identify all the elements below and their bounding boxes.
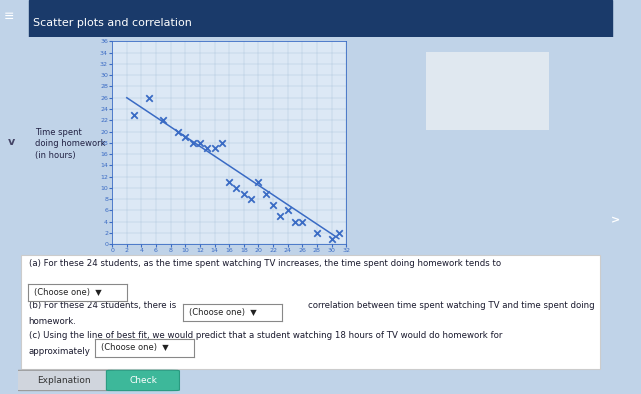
Text: correlation between time spent watching TV and time spent doing: correlation between time spent watching … <box>308 301 595 310</box>
Point <box>275 213 285 219</box>
Point <box>180 134 190 140</box>
Text: ≡: ≡ <box>4 10 14 23</box>
Point <box>238 190 249 197</box>
Text: (c) Using the line of best fit, we would predict that a student watching 18 hour: (c) Using the line of best fit, we would… <box>28 331 502 340</box>
Text: v: v <box>7 137 15 147</box>
Text: homework.: homework. <box>28 317 76 326</box>
Text: approximately: approximately <box>28 347 90 356</box>
FancyBboxPatch shape <box>14 370 114 390</box>
Point <box>173 128 183 135</box>
Point <box>290 219 300 225</box>
Point <box>224 179 235 186</box>
Point <box>195 140 205 146</box>
Point <box>283 207 293 214</box>
Point <box>144 95 154 101</box>
FancyBboxPatch shape <box>106 370 179 390</box>
Text: Scatter plots and correlation: Scatter plots and correlation <box>33 18 192 28</box>
Point <box>210 145 220 152</box>
Point <box>297 219 308 225</box>
Text: Explanation: Explanation <box>37 376 91 385</box>
Text: (Choose one)  ▼: (Choose one) ▼ <box>101 344 169 352</box>
FancyBboxPatch shape <box>426 52 549 130</box>
Text: (b) For these 24 students, there is: (b) For these 24 students, there is <box>28 301 176 310</box>
Point <box>231 185 242 191</box>
Point <box>326 236 337 242</box>
Text: (a) For these 24 students, as the time spent watching TV increases, the time spe: (a) For these 24 students, as the time s… <box>28 259 501 268</box>
Point <box>268 202 278 208</box>
Point <box>312 230 322 236</box>
FancyBboxPatch shape <box>21 255 601 369</box>
Point <box>217 140 227 146</box>
Point <box>334 230 344 236</box>
Text: >: > <box>611 216 620 226</box>
Point <box>158 117 169 123</box>
Point <box>187 140 197 146</box>
X-axis label: Time spent watching TV
(in hours): Time spent watching TV (in hours) <box>179 255 279 274</box>
Point <box>129 112 139 118</box>
Point <box>246 196 256 203</box>
Text: Time spent
doing homework
(in hours): Time spent doing homework (in hours) <box>35 128 106 160</box>
Point <box>261 190 271 197</box>
Point <box>202 145 212 152</box>
Text: Check: Check <box>129 376 157 385</box>
Text: (Choose one)  ▼: (Choose one) ▼ <box>188 308 256 317</box>
Point <box>253 179 263 186</box>
Text: (Choose one)  ▼: (Choose one) ▼ <box>33 288 101 297</box>
